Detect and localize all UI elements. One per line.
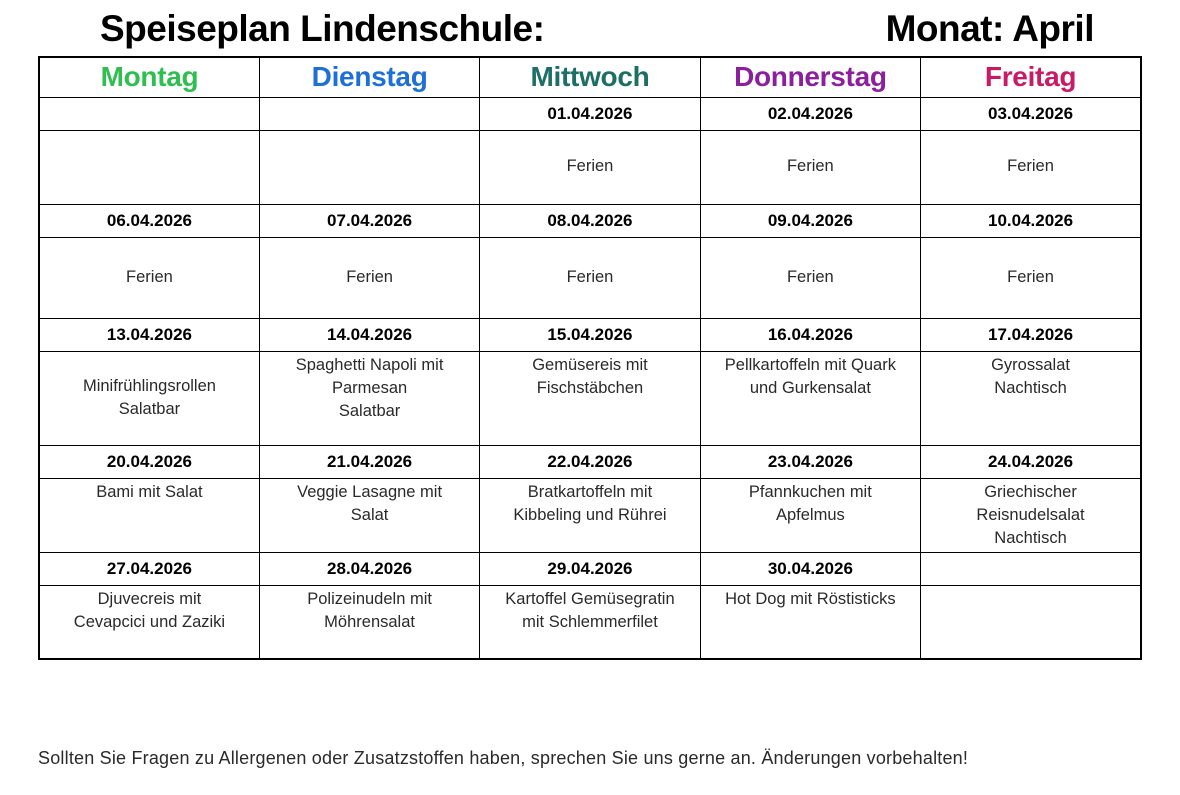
date-cell: 30.04.2026 [699,551,922,586]
meal-cell: Ferien [258,236,481,319]
meal-cell: Gyrossalat Nachtisch [920,350,1142,446]
title-month: Monat: April [885,8,1095,49]
meal-cell: Ferien [699,129,922,205]
date-cell: 23.04.2026 [699,444,922,479]
date-row-week2: 06.04.2026 07.04.2026 08.04.2026 09.04.2… [38,203,1142,238]
meal-cell: Ferien [699,236,922,319]
meal-cell: Gemüsereis mit Fischstäbchen [479,350,701,446]
date-cell: 03.04.2026 [920,96,1142,131]
date-cell: 16.04.2026 [699,317,922,352]
date-cell: 28.04.2026 [258,551,481,586]
meal-cell: Hot Dog mit Röstisticks [699,584,922,660]
day-header-dienstag: Dienstag [258,56,481,98]
day-header-montag: Montag [38,56,260,98]
day-header-freitag: Freitag [920,56,1142,98]
meal-cell: Kartoffel Gemüsegratin mit Schlemmerfile… [479,584,701,660]
date-row-week4: 20.04.2026 21.04.2026 22.04.2026 23.04.2… [38,444,1142,479]
date-row-week3: 13.04.2026 14.04.2026 15.04.2026 16.04.2… [38,317,1142,352]
meal-plan-table: Montag Dienstag Mittwoch Donnerstag Frei… [38,56,1142,661]
meal-cell: Bami mit Salat [38,477,260,553]
date-cell [920,551,1142,586]
date-cell: 07.04.2026 [258,203,481,238]
title-school: Speiseplan Lindenschule: [100,8,545,49]
meal-cell: Djuvecreis mit Cevapcici und Zaziki [38,584,260,660]
meal-cell: Griechischer Reisnudelsalat Nachtisch [920,477,1142,553]
meal-cell: Ferien [920,236,1142,319]
weekday-header-row: Montag Dienstag Mittwoch Donnerstag Frei… [38,56,1142,98]
date-cell: 10.04.2026 [920,203,1142,238]
meal-cell: Minifrühlingsrollen Salatbar [38,350,260,446]
meal-cell [38,129,260,205]
date-row-week1: 01.04.2026 02.04.2026 03.04.2026 [38,96,1142,131]
date-cell: 06.04.2026 [38,203,260,238]
meal-row-week2: Ferien Ferien Ferien Ferien Ferien [38,236,1142,319]
meal-cell: Ferien [38,236,260,319]
date-cell [258,96,481,131]
date-cell: 14.04.2026 [258,317,481,352]
date-cell: 02.04.2026 [699,96,922,131]
meal-cell: Pellkartoffeln mit Quark und Gurkensalat [699,350,922,446]
meal-cell: Veggie Lasagne mit Salat [258,477,481,553]
meal-row-week3: Minifrühlingsrollen Salatbar Spaghetti N… [38,350,1142,446]
date-cell: 29.04.2026 [479,551,701,586]
meal-cell: Ferien [479,129,701,205]
meal-cell [258,129,481,205]
date-cell [38,96,260,131]
page-title: Speiseplan Lindenschule: Monat: April [38,8,1142,50]
meal-row-week1: Ferien Ferien Ferien [38,129,1142,205]
meal-cell [920,584,1142,660]
day-header-donnerstag: Donnerstag [699,56,922,98]
meal-row-week5: Djuvecreis mit Cevapcici und Zaziki Poli… [38,584,1142,660]
meal-cell: Pfannkuchen mit Apfelmus [699,477,922,553]
date-cell: 21.04.2026 [258,444,481,479]
meal-row-week4: Bami mit Salat Veggie Lasagne mit Salat … [38,477,1142,553]
date-cell: 24.04.2026 [920,444,1142,479]
date-cell: 08.04.2026 [479,203,701,238]
date-cell: 27.04.2026 [38,551,260,586]
meal-cell: Bratkartoffeln mit Kibbeling und Rührei [479,477,701,553]
date-cell: 15.04.2026 [479,317,701,352]
meal-cell: Spaghetti Napoli mit Parmesan Salatbar [258,350,481,446]
date-cell: 22.04.2026 [479,444,701,479]
meal-cell: Ferien [920,129,1142,205]
date-cell: 20.04.2026 [38,444,260,479]
date-cell: 17.04.2026 [920,317,1142,352]
date-cell: 01.04.2026 [479,96,701,131]
date-cell: 13.04.2026 [38,317,260,352]
day-header-mittwoch: Mittwoch [479,56,701,98]
allergen-footer-note: Sollten Sie Fragen zu Allergenen oder Zu… [38,748,969,768]
date-row-week5: 27.04.2026 28.04.2026 29.04.2026 30.04.2… [38,551,1142,586]
meal-cell: Polizeinudeln mit Möhrensalat [258,584,481,660]
meal-cell: Ferien [479,236,701,319]
date-cell: 09.04.2026 [699,203,922,238]
